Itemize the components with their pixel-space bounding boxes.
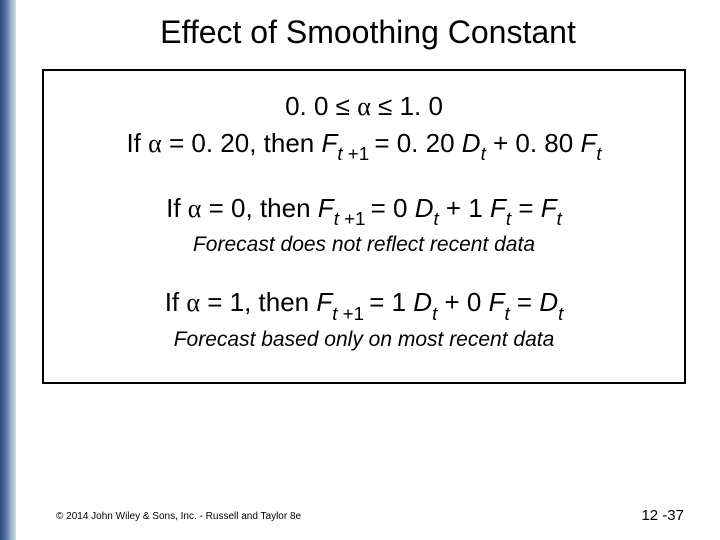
var-D: D <box>413 287 432 317</box>
subscript-t: t <box>434 208 439 229</box>
text: = <box>510 287 540 317</box>
le-symbol: ≤ <box>336 91 350 121</box>
var-F: F <box>318 193 334 223</box>
subscript-plus1: +1 <box>348 143 375 164</box>
var-F: F <box>490 193 506 223</box>
var-F: F <box>580 128 596 158</box>
page-number: 12 -37 <box>641 507 684 524</box>
text: If <box>126 128 148 158</box>
var-F: F <box>489 287 505 317</box>
subscript-t: t <box>432 303 437 324</box>
text: = <box>511 193 541 223</box>
case-alpha-zero: If α = 0, then Ft +1 = 0 Dt + 1 Ft = Ft <box>54 191 674 229</box>
subscript-t: t <box>557 208 562 229</box>
le-symbol: ≤ <box>378 91 392 121</box>
text: = 0 <box>371 193 415 223</box>
case-alpha-one: If α = 1, then Ft +1 = 1 Dt + 0 Ft = Dt <box>54 285 674 323</box>
text: = 0. 20, then <box>162 128 322 158</box>
left-gradient-bar <box>0 0 16 540</box>
subscript-t: t <box>558 303 563 324</box>
text: If <box>165 287 187 317</box>
subscript-plus1: +1 <box>343 303 370 324</box>
text: + 0 <box>437 287 488 317</box>
var-F: F <box>541 193 557 223</box>
text: + 0. 80 <box>486 128 581 158</box>
subscript-t: t <box>334 208 344 229</box>
var-F: F <box>316 287 332 317</box>
text: = 0, then <box>201 193 317 223</box>
alpha-symbol: α <box>186 288 200 317</box>
alpha-symbol: α <box>148 129 162 158</box>
note-alpha-zero: Forecast does not reflect recent data <box>54 231 674 259</box>
var-D: D <box>539 287 558 317</box>
slide-title: Effect of Smoothing Constant <box>16 0 720 61</box>
example-equation: If α = 0. 20, then Ft +1 = 0. 20 Dt + 0.… <box>54 126 674 164</box>
range-high: 1. 0 <box>400 91 443 121</box>
note-alpha-one: Forecast based only on most recent data <box>54 326 674 354</box>
subscript-t: t <box>481 143 486 164</box>
subscript-t: t <box>337 143 347 164</box>
text: + 1 <box>439 193 490 223</box>
text: = 1, then <box>200 287 316 317</box>
subscript-t: t <box>504 303 509 324</box>
alpha-symbol: α <box>357 92 371 121</box>
subscript-t: t <box>332 303 342 324</box>
var-D: D <box>462 128 481 158</box>
text: If <box>166 193 188 223</box>
var-F: F <box>321 128 337 158</box>
slide-content: Effect of Smoothing Constant 0. 0 ≤ α ≤ … <box>16 0 720 540</box>
subscript-t: t <box>506 208 511 229</box>
text: = 1 <box>369 287 413 317</box>
var-D: D <box>415 193 434 223</box>
alpha-range: 0. 0 ≤ α ≤ 1. 0 <box>54 89 674 124</box>
range-low: 0. 0 <box>285 91 328 121</box>
text: = 0. 20 <box>374 128 461 158</box>
subscript-plus1: +1 <box>344 208 371 229</box>
content-box: 0. 0 ≤ α ≤ 1. 0 If α = 0. 20, then Ft +1… <box>42 69 686 384</box>
copyright-text: © 2014 John Wiley & Sons, Inc. - Russell… <box>56 511 301 522</box>
subscript-t: t <box>596 143 601 164</box>
alpha-symbol: α <box>188 194 202 223</box>
